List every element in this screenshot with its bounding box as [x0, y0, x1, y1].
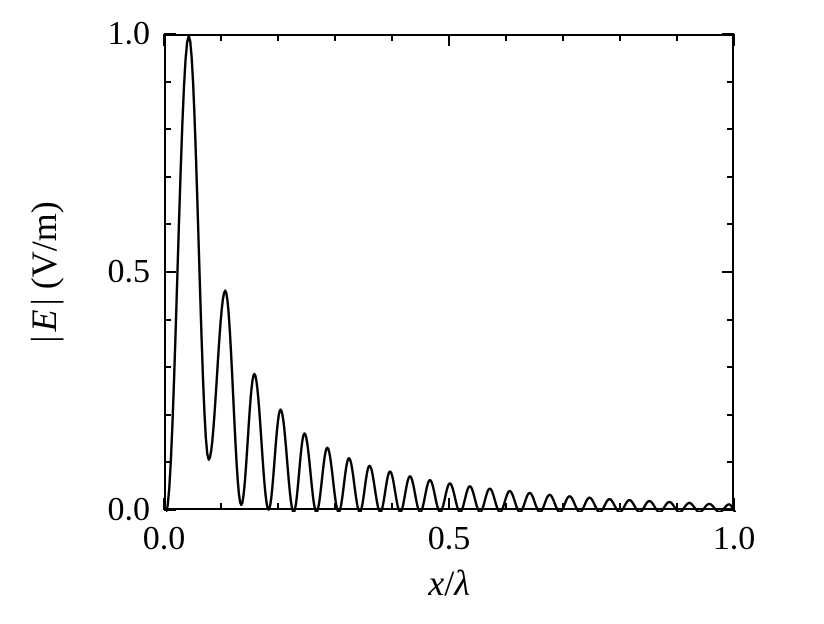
axis-tick: [727, 81, 734, 83]
axis-tick: [676, 34, 678, 41]
x-label-lambda: λ: [454, 563, 470, 603]
axis-tick: [164, 461, 171, 463]
y-axis-label: |E| (V/m): [23, 201, 65, 342]
axis-tick: [505, 503, 507, 510]
axis-tick: [391, 34, 393, 41]
x-label-x: x: [428, 563, 444, 603]
axis-tick: [164, 81, 171, 83]
y-label-unit: (V/m): [24, 201, 64, 298]
axis-tick: [334, 34, 336, 41]
y-tick-label: 0.0: [108, 491, 151, 529]
axis-tick: [164, 271, 176, 273]
axis-tick: [727, 176, 734, 178]
y-label-bar2: |: [24, 298, 64, 305]
axis-tick: [164, 366, 171, 368]
axis-tick: [727, 223, 734, 225]
axis-tick: [164, 176, 171, 178]
axis-tick: [505, 34, 507, 41]
axis-tick: [676, 503, 678, 510]
axis-tick: [164, 33, 176, 35]
x-tick-label: 0.5: [428, 520, 471, 558]
x-tick-label: 1.0: [713, 520, 756, 558]
plot-svg: [166, 36, 736, 512]
axis-tick: [619, 503, 621, 510]
axis-tick: [727, 366, 734, 368]
series-line: [166, 36, 736, 512]
axis-tick: [619, 34, 621, 41]
figure: |E| (V/m) x/λ 0.00.51.00.00.51.0: [0, 0, 824, 624]
axis-tick: [164, 509, 176, 511]
axis-tick: [220, 503, 222, 510]
axis-tick: [733, 34, 735, 46]
axis-tick: [164, 128, 171, 130]
axis-tick: [727, 128, 734, 130]
y-tick-label: 1.0: [108, 15, 151, 53]
axis-tick: [562, 503, 564, 510]
plot-area: [164, 34, 734, 510]
axis-tick: [727, 319, 734, 321]
axis-tick: [448, 498, 450, 510]
axis-tick: [164, 319, 171, 321]
x-axis-label: x/λ: [428, 562, 470, 604]
axis-tick: [220, 34, 222, 41]
axis-tick: [164, 414, 171, 416]
axis-tick: [722, 271, 734, 273]
x-label-slash: /: [444, 563, 454, 603]
axis-tick: [164, 223, 171, 225]
y-label-E: E: [24, 305, 64, 335]
axis-tick: [277, 503, 279, 510]
axis-tick: [391, 503, 393, 510]
axis-tick: [727, 461, 734, 463]
axis-tick: [727, 414, 734, 416]
axis-tick: [448, 34, 450, 46]
y-label-bar1: |: [24, 335, 64, 342]
axis-tick: [277, 34, 279, 41]
axis-tick: [334, 503, 336, 510]
axis-tick: [562, 34, 564, 41]
axis-tick: [722, 33, 734, 35]
axis-tick: [722, 509, 734, 511]
y-tick-label: 0.5: [108, 253, 151, 291]
axis-tick: [163, 34, 165, 46]
